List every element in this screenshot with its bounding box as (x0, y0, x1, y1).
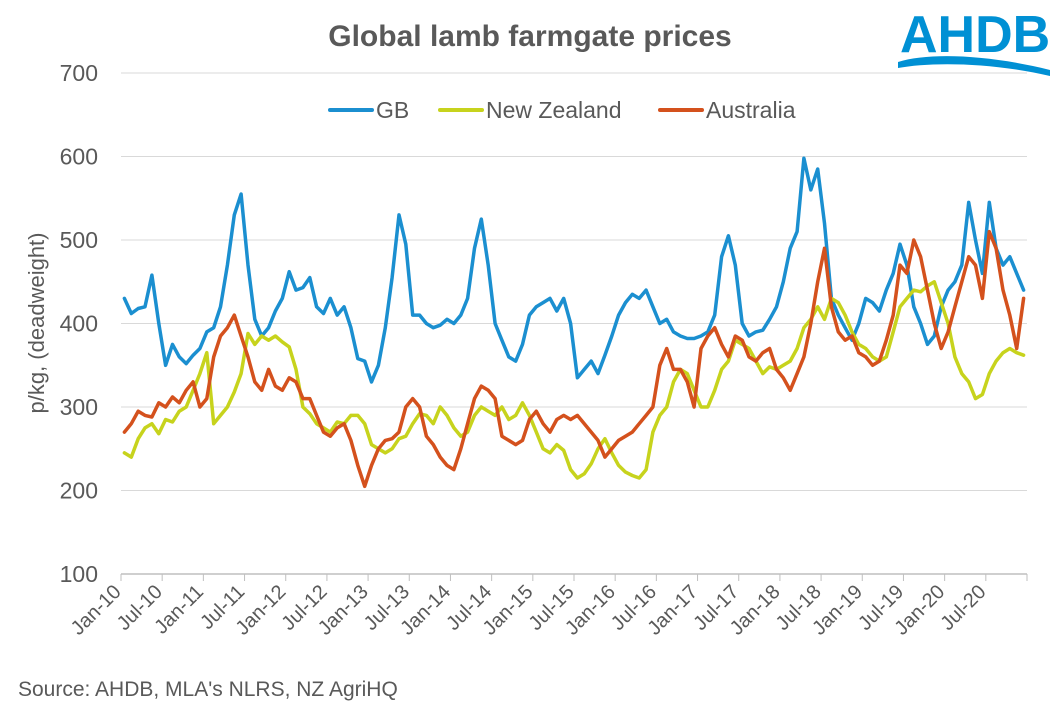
legend-label: New Zealand (486, 97, 622, 123)
y-tick-label: 400 (60, 311, 98, 337)
y-axis-label: p/kg, (deadweight) (24, 233, 49, 414)
y-tick-label: 600 (60, 144, 98, 170)
y-tick-label: 100 (60, 561, 98, 587)
logo-text: AHDB (900, 6, 1050, 64)
logo-swoosh (898, 56, 1050, 76)
series-line-gb (122, 156, 1026, 384)
x-tick-label: Jul-20 (936, 581, 990, 635)
y-axis-ticks: 100 200 300 400 500 600 700 (60, 60, 98, 587)
y-tick-label: 200 (60, 478, 98, 504)
x-axis: Jan-10Jul-10Jan-11Jul-11Jan-12Jul-12Jan-… (67, 573, 1028, 640)
y-tick-label: 700 (60, 60, 98, 86)
source-note: Source: AHDB, MLA's NLRS, NZ AgriHQ (18, 678, 398, 701)
legend: GB New Zealand Australia (328, 97, 796, 123)
chart-title: Global lamb farmgate prices (328, 20, 731, 53)
legend-label: GB (376, 97, 409, 123)
series-lines (122, 156, 1026, 489)
series-line-new-zealand (122, 280, 1026, 480)
legend-label: Australia (706, 97, 796, 123)
x-tick-label: Jan-10 (67, 581, 126, 640)
ahdb-logo: AHDB (898, 6, 1050, 76)
y-tick-label: 500 (60, 227, 98, 253)
series-line-australia (122, 229, 1026, 489)
y-tick-label: 300 (60, 394, 98, 420)
